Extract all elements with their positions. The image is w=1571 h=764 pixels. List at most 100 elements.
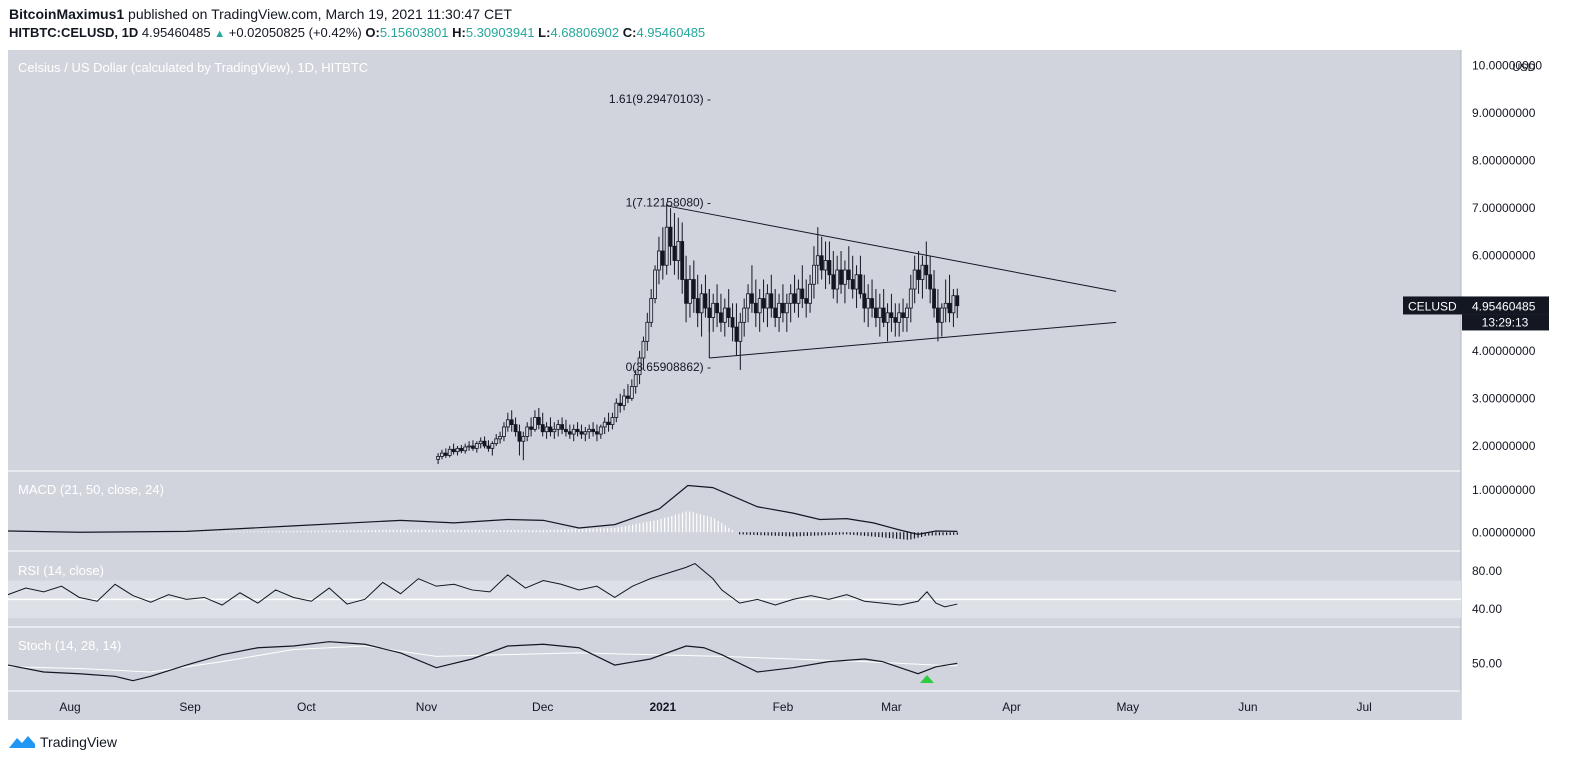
candle-body bbox=[695, 298, 700, 314]
price-axis[interactable] bbox=[1462, 50, 1560, 720]
triangle-lower-line[interactable] bbox=[709, 321, 1117, 359]
candle-body bbox=[556, 424, 561, 430]
candle-body bbox=[684, 279, 688, 304]
candle-body bbox=[459, 447, 464, 452]
time-axis-tick: 2021 bbox=[649, 700, 676, 714]
candle-body bbox=[571, 428, 576, 435]
candle-body bbox=[862, 293, 867, 309]
candle-body bbox=[777, 302, 781, 318]
candle-body bbox=[769, 293, 774, 309]
candle-body bbox=[699, 293, 704, 314]
candle-body bbox=[641, 340, 646, 359]
candle-body bbox=[447, 448, 452, 456]
candle-body bbox=[622, 395, 626, 406]
price-axis-tick: 9.00000000 bbox=[1472, 106, 1536, 120]
candle-body bbox=[773, 307, 778, 318]
rsi-line bbox=[7, 563, 958, 608]
time-axis-tick: Jul bbox=[1356, 700, 1371, 714]
price-axis-tick: 4.00000000 bbox=[1472, 344, 1536, 358]
candle-body bbox=[564, 428, 568, 433]
candle-body bbox=[719, 312, 723, 323]
candle-body bbox=[788, 293, 793, 304]
countdown-box bbox=[1462, 314, 1549, 331]
candle-body bbox=[672, 245, 677, 261]
candle-body bbox=[796, 288, 801, 304]
open-key: O: bbox=[365, 25, 380, 40]
candle-body bbox=[827, 260, 832, 276]
macd-title: MACD (21, 50, close, 24) bbox=[18, 482, 164, 497]
price-axis-tick: 10.00000000 bbox=[1472, 59, 1542, 73]
candle-body bbox=[517, 431, 522, 442]
close-key: C: bbox=[622, 25, 637, 40]
candle-body bbox=[614, 402, 619, 418]
author-name[interactable]: BitcoinMaximus1 bbox=[9, 6, 125, 22]
price-axis-tick: 6.00000000 bbox=[1472, 249, 1536, 263]
stoch-k-line bbox=[7, 641, 958, 682]
candle-body bbox=[877, 307, 882, 318]
symbol-label[interactable]: HITBTC:CELUSD, 1D bbox=[9, 25, 139, 40]
time-axis-tick: Feb bbox=[773, 700, 794, 714]
time-axis-tick: Aug bbox=[59, 700, 80, 714]
candle-body bbox=[637, 357, 642, 376]
triangle-upper-line[interactable] bbox=[666, 205, 1117, 292]
candle-body bbox=[567, 431, 572, 435]
candle-body bbox=[815, 255, 820, 266]
candle-body bbox=[645, 321, 650, 342]
high-value: 5.30903941 bbox=[465, 25, 535, 40]
candle-body bbox=[901, 312, 905, 318]
candle-body bbox=[653, 269, 657, 299]
last-price: 4.95460485 bbox=[141, 25, 211, 40]
macd-axis-tick: 0.00000000 bbox=[1472, 525, 1536, 539]
candle-body bbox=[823, 260, 828, 271]
ohlc-line: HITBTC:CELUSD, 1D 4.95460485 ▲ +0.020508… bbox=[9, 25, 705, 40]
candle-body bbox=[494, 438, 499, 444]
fib-level-label: 0(3.65908862) - bbox=[626, 360, 711, 374]
stoch-d-line bbox=[7, 645, 958, 673]
candle-body bbox=[649, 298, 654, 323]
candle-body bbox=[738, 321, 743, 342]
candle-body bbox=[579, 431, 584, 435]
candle-body bbox=[835, 269, 840, 290]
candle-body bbox=[874, 307, 878, 318]
candle-body bbox=[591, 428, 595, 433]
candle-body bbox=[490, 443, 495, 449]
candle-body bbox=[521, 436, 526, 442]
candle-body bbox=[575, 428, 580, 433]
time-axis-tick: Nov bbox=[416, 700, 437, 714]
candle-body bbox=[544, 426, 549, 433]
time-axis-tick: Apr bbox=[1002, 700, 1021, 714]
candle-body bbox=[889, 312, 894, 318]
countdown-text: 13:29:13 bbox=[1482, 315, 1529, 329]
candle-body bbox=[908, 288, 913, 309]
candle-body bbox=[947, 302, 952, 314]
candle-body bbox=[893, 317, 898, 323]
price-axis-tick: 2.00000000 bbox=[1472, 439, 1536, 453]
time-axis-tick: Jun bbox=[1238, 700, 1257, 714]
candle-body bbox=[928, 274, 933, 290]
candle-body bbox=[792, 293, 797, 304]
time-axis[interactable] bbox=[8, 692, 1461, 720]
tradingview-icon bbox=[9, 736, 35, 748]
candle-body bbox=[474, 443, 479, 449]
candle-body bbox=[626, 395, 630, 399]
candle-body bbox=[629, 386, 634, 399]
stoch-title: Stoch (14, 28, 14) bbox=[18, 638, 121, 653]
fib-level-label: 1.61(9.29470103) - bbox=[609, 92, 711, 106]
candle-body bbox=[734, 326, 739, 342]
candle-body bbox=[939, 307, 944, 323]
candle-body bbox=[509, 419, 514, 425]
candle-body bbox=[633, 374, 638, 387]
candle-body bbox=[548, 426, 553, 433]
candle-body bbox=[912, 269, 917, 290]
candle-body bbox=[482, 440, 487, 447]
candle-body bbox=[668, 226, 673, 247]
candle-body bbox=[932, 288, 936, 309]
candle-body bbox=[870, 298, 874, 309]
price-label-value: 4.95460485 bbox=[1472, 299, 1536, 313]
candle-body bbox=[440, 452, 444, 457]
candle-body bbox=[664, 226, 669, 266]
tradingview-logo[interactable]: TradingView bbox=[8, 734, 117, 750]
candle-body bbox=[722, 307, 727, 323]
price-label-symbol: CELUSD bbox=[1408, 299, 1457, 313]
